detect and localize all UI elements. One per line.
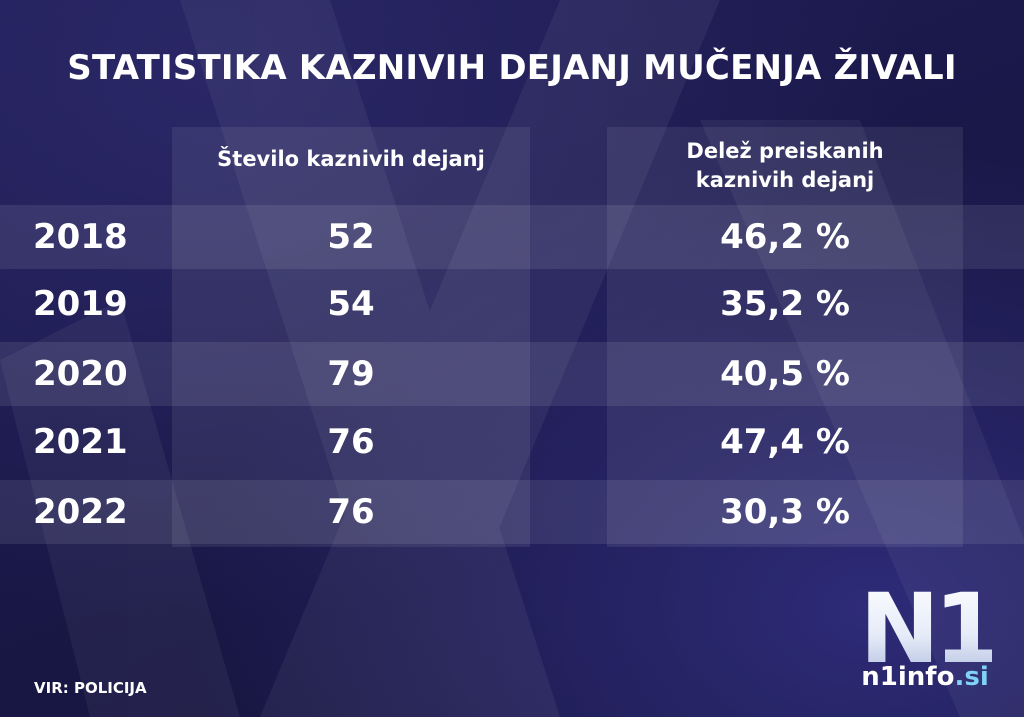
table-row: 2020 79 40,5 % xyxy=(0,342,1024,406)
year-cell: 2020 xyxy=(33,354,128,394)
count-cell: 76 xyxy=(327,422,375,462)
count-cell: 54 xyxy=(327,284,375,324)
share-cell: 46,2 % xyxy=(720,217,850,257)
site-name-main: n1info xyxy=(861,662,955,692)
count-column-panel xyxy=(172,127,530,547)
year-cell: 2022 xyxy=(33,492,128,532)
table-row: 2022 76 30,3 % xyxy=(0,480,1024,544)
share-header-line-2: kaznivih dejanj xyxy=(695,168,875,192)
year-cell: 2019 xyxy=(33,284,128,324)
share-cell: 35,2 % xyxy=(720,284,850,324)
year-cell: 2018 xyxy=(33,217,128,257)
page-title: STATISTIKA KAZNIVIH DEJANJ MUČENJA ŽIVAL… xyxy=(67,48,957,88)
share-header-line-1: Delež preiskanih xyxy=(686,139,884,163)
source-label: VIR: POLICIJA xyxy=(34,679,147,697)
svg-text:N1: N1 xyxy=(862,582,992,672)
n1-logo: N1 xyxy=(862,582,992,672)
share-column-panel xyxy=(607,127,963,547)
count-column-header: Število kaznivih dejanj xyxy=(217,147,485,171)
table-row: 2019 54 35,2 % xyxy=(0,272,1024,336)
table-row: 2021 76 47,4 % xyxy=(0,410,1024,474)
count-cell: 52 xyxy=(327,217,375,257)
count-cell: 79 xyxy=(327,354,375,394)
share-column-header: Delež preiskanih kaznivih dejanj xyxy=(607,137,963,195)
site-tld: .si xyxy=(954,662,989,692)
site-name: n1info.si xyxy=(850,662,1000,692)
table-row: 2018 52 46,2 % xyxy=(0,205,1024,269)
share-cell: 47,4 % xyxy=(720,422,850,462)
share-cell: 40,5 % xyxy=(720,354,850,394)
count-cell: 76 xyxy=(327,492,375,532)
year-cell: 2021 xyxy=(33,422,128,462)
share-cell: 30,3 % xyxy=(720,492,850,532)
